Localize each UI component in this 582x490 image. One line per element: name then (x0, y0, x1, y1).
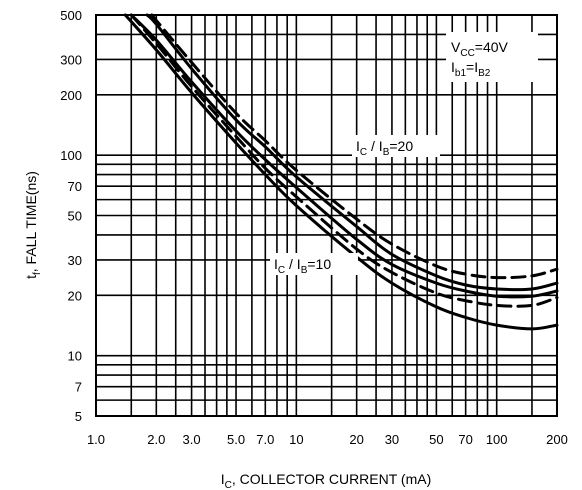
x-tick-label: 1.0 (87, 432, 105, 447)
x-tick-label: 200 (546, 432, 568, 447)
vcc-annotation-box (446, 32, 538, 82)
x-tick-label: 70 (458, 432, 472, 447)
ic10-label: IC / IB=10 (274, 256, 331, 276)
y-tick-label: 300 (60, 52, 82, 67)
x-tick-label: 20 (349, 432, 363, 447)
x-axis-label: IC, COLLECTOR CURRENT (mA) (221, 471, 432, 490)
ic20-label-box (352, 135, 440, 157)
y-axis-label: tf, FALL TIME(ns) (23, 171, 43, 279)
y-tick-label: 200 (60, 88, 82, 103)
y-tick-label: 70 (68, 179, 82, 194)
plot-frame (95, 14, 558, 417)
ic20-label: IC / IB=20 (356, 138, 413, 158)
curves (123, 13, 559, 331)
y-tick-label: 50 (68, 209, 82, 224)
series-line-5 (150, 13, 559, 280)
y-tick-label: 100 (60, 148, 82, 163)
x-tick-label: 30 (385, 432, 399, 447)
y-tick-label: 20 (68, 288, 82, 303)
x-tick-labels: 1.0 2.0 3.0 5.0 7.0 10 20 30 50 70 100 200 (87, 432, 568, 447)
vcc-annotation: VCC=40V (451, 39, 509, 59)
series-line-3 (129, 13, 559, 299)
x-tick-label: 3.0 (183, 432, 201, 447)
ib-annotation: Ib1=IB2 (451, 59, 491, 79)
y-tick-label: 5 (75, 409, 82, 424)
x-tick-label: 10 (289, 432, 303, 447)
x-tick-label: 7.0 (256, 432, 274, 447)
y-tick-label: 10 (68, 349, 82, 364)
x-tick-label: 100 (486, 432, 508, 447)
y-tick-labels: 5 7 10 20 30 50 70 100 200 300 500 (60, 8, 82, 424)
series-line-2 (129, 13, 559, 308)
x-tick-label: 5.0 (227, 432, 245, 447)
x-tick-label: 2.0 (147, 432, 165, 447)
y-tick-label: 500 (60, 8, 82, 23)
series-line-4 (145, 13, 559, 292)
y-tick-label: 7 (75, 380, 82, 395)
x-tick-label: 50 (429, 432, 443, 447)
y-tick-label: 30 (68, 253, 82, 268)
ic10-label-box (270, 253, 358, 275)
